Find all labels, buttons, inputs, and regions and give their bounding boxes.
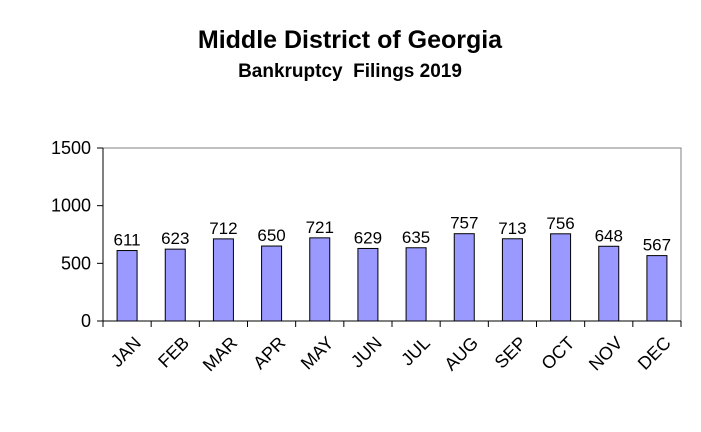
x-tick-label: NOV	[585, 333, 627, 375]
data-label: 623	[161, 229, 189, 248]
bar-nov	[598, 245, 620, 322]
bar-aug	[453, 233, 475, 322]
bar-jun	[357, 247, 379, 322]
bar-may	[309, 237, 331, 322]
data-label: 629	[354, 228, 382, 247]
y-tick-label: 1500	[51, 138, 91, 158]
data-label: 721	[306, 218, 334, 237]
data-label: 713	[498, 219, 526, 238]
bar-jan	[116, 250, 138, 322]
x-tick-label: FEB	[154, 333, 193, 372]
x-tick-label: JUL	[397, 333, 434, 370]
x-tick-label: JAN	[107, 333, 145, 371]
chart-subtitle: Bankruptcy Filings 2019	[238, 61, 462, 82]
x-tick-label: DEC	[634, 333, 675, 374]
x-tick-label: SEP	[491, 333, 531, 373]
y-tick-label: 500	[61, 253, 91, 273]
chart-title: Middle District of Georgia	[198, 26, 503, 54]
y-tick-label: 1000	[51, 196, 91, 216]
bar-feb	[164, 248, 186, 322]
x-tick-label: APR	[249, 333, 289, 373]
data-label: 648	[595, 226, 623, 245]
data-label: 756	[546, 214, 574, 233]
x-tick-label: JUN	[347, 333, 386, 372]
bar-mar	[212, 238, 234, 322]
bar-dec	[646, 255, 668, 322]
plot-area: 0 500 1000 1500 611 JAN 623 FEB 712 MAR 650 APR 721 M…	[51, 138, 682, 375]
bar-jul	[405, 247, 427, 322]
x-tick-label: OCT	[537, 333, 578, 374]
bar-apr	[261, 245, 283, 322]
bar-oct	[550, 233, 572, 322]
x-tick-label: AUG	[440, 333, 482, 375]
data-label: 611	[114, 231, 141, 250]
data-label: 712	[209, 219, 237, 238]
data-label: 635	[402, 228, 430, 247]
x-tick-label: MAR	[199, 333, 241, 375]
y-tick-label: 0	[81, 311, 91, 331]
data-label: 650	[257, 226, 285, 245]
x-tick-label: MAY	[297, 333, 338, 374]
data-label: 567	[643, 236, 671, 255]
bar-sep	[501, 238, 523, 322]
data-label: 757	[450, 214, 478, 233]
